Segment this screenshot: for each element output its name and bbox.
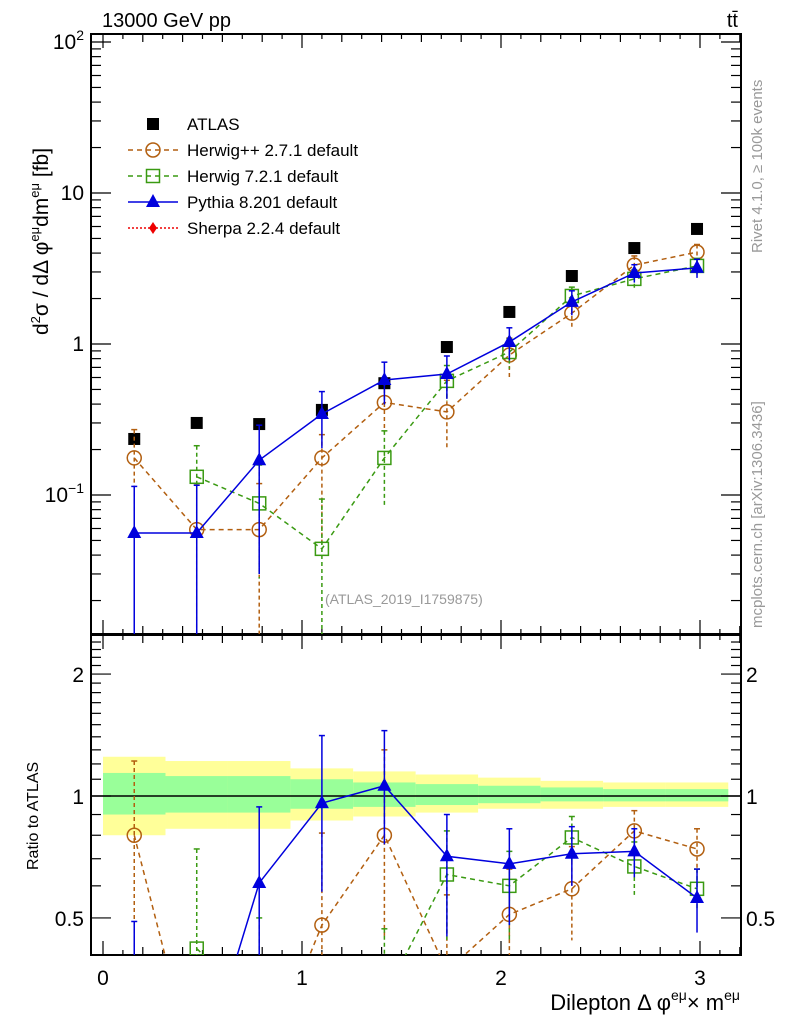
ratio-herwig7-point (253, 1001, 266, 1014)
ratio-y-tick-label-right: 2 (746, 664, 758, 687)
ratio-herwig7-point (189, 941, 204, 955)
main-atlas-point (565, 270, 578, 283)
ratio-axes: 0 1 2 3 0.5 0.5 1 1 2 2 (55, 634, 775, 990)
ratio-pythia-point (564, 845, 579, 859)
ratio-band-stat (165, 776, 228, 813)
analysis-id-label: (ATLAS_2019_I1759875) (325, 591, 483, 607)
ratio-pythia-point (690, 889, 705, 903)
legend-marker-sherpa-icon (149, 222, 157, 234)
ratio-herwigpp-point (440, 964, 454, 978)
legend-marker-herwigpp-icon (145, 142, 161, 158)
legend-label: ATLAS (187, 115, 240, 134)
main-herwigpp-point (314, 450, 330, 466)
main-pythia-point (627, 265, 642, 279)
main-pythia-point (314, 405, 329, 419)
legend-item-sherpa: Sherpa 2.2.4 default (128, 219, 340, 238)
legend-label: Herwig++ 2.7.1 default (187, 141, 358, 160)
x-tick-label: 0 (97, 967, 109, 990)
ratio-herwig7-point (378, 990, 391, 1003)
main-herwig7-line (196, 265, 698, 550)
main-herwig7-point (189, 469, 204, 485)
main-atlas-point (691, 222, 704, 235)
y-tick-label: 102 (53, 27, 84, 54)
legend-label: Herwig 7.2.1 default (187, 167, 338, 186)
main-y-axis-title: d2σ / dΔ φeμdmeμ [fb] (27, 148, 53, 335)
ratio-pythia-point (377, 777, 392, 791)
ratio-y-tick-label-right: 0.5 (746, 908, 775, 931)
legend-marker-pythia-icon (146, 194, 160, 207)
ratio-pythia-point (502, 855, 517, 869)
main-herwig7-point (377, 450, 392, 466)
ratio-herwigpp-point (314, 917, 330, 933)
y-tick-label: 10 (61, 182, 84, 205)
ratio-data (126, 729, 705, 1014)
ratio-band-stat (415, 784, 479, 806)
ratio-pythia-point (314, 795, 329, 809)
main-data (126, 222, 705, 634)
legend-label: Pythia 8.201 default (187, 193, 338, 212)
main-pythia-point (189, 525, 204, 539)
ratio-herwigpp-point (126, 827, 142, 843)
main-herwigpp-point (126, 450, 142, 466)
ratio-band-stat (665, 789, 729, 802)
main-pythia-line (134, 267, 698, 534)
ratio-pythia-point (439, 848, 454, 862)
ratio-y-tick-label: 2 (72, 664, 84, 687)
main-pythia-point (690, 259, 705, 273)
rivet-version-label: Rivet 4.1.0, ≥ 100k events (749, 80, 766, 253)
ratio-band-stat (103, 772, 166, 815)
ratio-y-tick-label: 1 (72, 786, 84, 809)
main-pythia-point (564, 293, 579, 307)
legend-marker-atlas-icon (147, 118, 159, 130)
legend-item-pythia: Pythia 8.201 default (128, 193, 338, 212)
legend-marker-herwig7-icon (145, 168, 161, 184)
ratio-pythia-point (252, 874, 267, 888)
main-pythia-point (252, 452, 267, 466)
main-pythia-point (439, 365, 454, 379)
y-tick-label: 1 (72, 333, 84, 356)
mcplots-label: mcplots.cern.ch [arXiv:1306.3436] (749, 401, 766, 628)
ratio-y-tick-label: 0.5 (55, 908, 84, 931)
main-herwigpp-line (133, 251, 698, 531)
ratio-band-stat (540, 787, 604, 802)
main-atlas-point (190, 416, 203, 429)
ratio-pythia-point (627, 843, 642, 857)
main-herwig7-point (314, 541, 330, 557)
main-atlas-point (503, 305, 516, 318)
main-herwigpp-point (439, 404, 455, 420)
x-axis-title: Dilepton Δ φeμ× meμ (550, 987, 740, 1015)
ratio-pythia-line (236, 784, 698, 955)
ratio-frame (90, 634, 742, 956)
x-tick-label: 2 (495, 967, 507, 990)
y-tick-label: 10−1 (45, 480, 85, 507)
x-tick-label: 1 (296, 967, 308, 990)
legend-item-herwigpp: Herwig++ 2.7.1 default (128, 141, 358, 160)
main-atlas-point (628, 242, 641, 255)
legend-item-atlas: ATLAS (147, 115, 240, 134)
ratio-y-axis-title: Ratio to ATLAS (25, 762, 42, 870)
ratio-herwigpp-point (689, 841, 705, 857)
ratio-y-tick-label-right: 1 (746, 786, 758, 809)
legend-label: Sherpa 2.2.4 default (187, 219, 340, 238)
ratio-band-stat (478, 785, 541, 804)
energy-label: 13000 GeV pp (102, 10, 231, 32)
x-tick-label: 3 (694, 967, 706, 990)
legend-item-herwig7: Herwig 7.2.1 default (128, 167, 338, 186)
main-pythia-point (377, 371, 392, 385)
main-pythia-point (502, 334, 517, 348)
main-atlas-point (253, 418, 266, 431)
main-pythia-point (127, 525, 142, 539)
legend: ATLAS Herwig++ 2.7.1 default Herwig 7.2.1 … (128, 115, 358, 238)
process-label: tt̄ (727, 10, 739, 32)
ratio-band-stat (603, 789, 666, 802)
main-atlas-point (440, 341, 453, 354)
